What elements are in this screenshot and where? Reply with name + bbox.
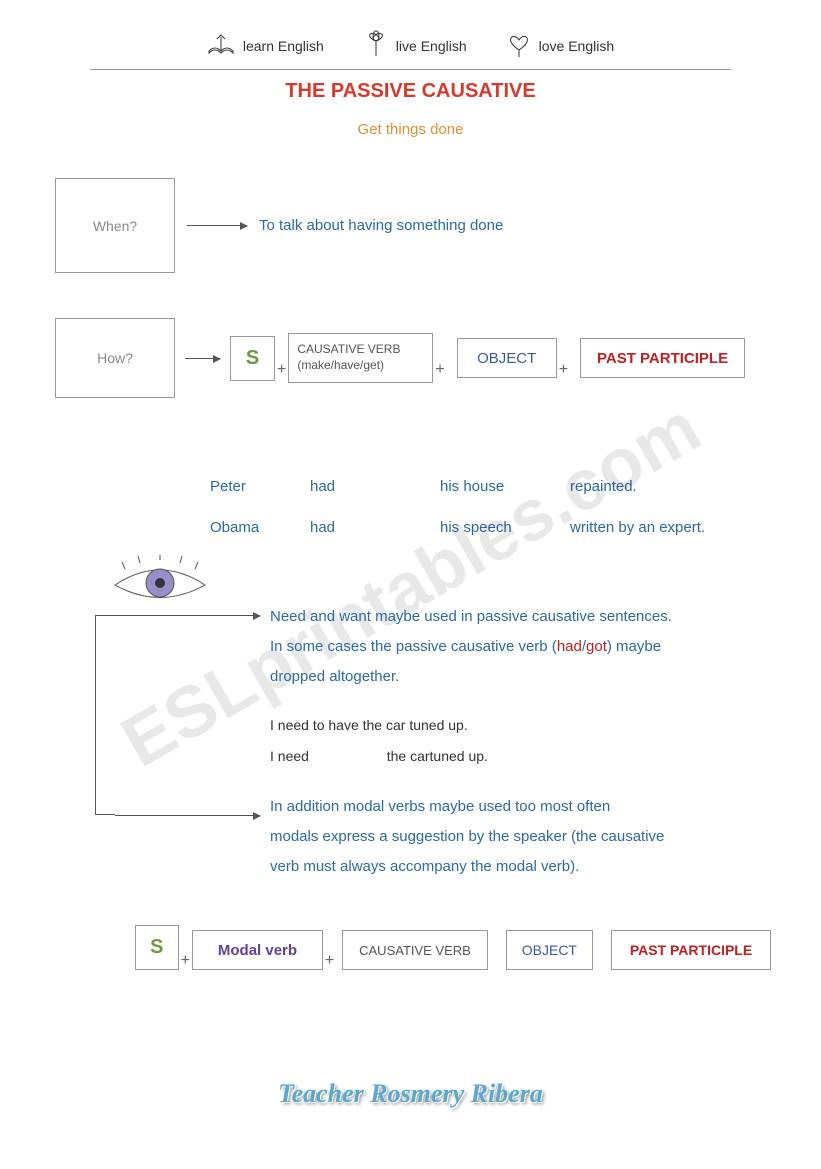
header-love: love English xyxy=(507,30,615,61)
ex-cell: his house xyxy=(440,478,540,495)
note1-line1: Need and want maybe used in passive caus… xyxy=(270,602,770,632)
when-label: When? xyxy=(93,218,137,234)
heart-icon xyxy=(507,30,531,61)
when-text: To talk about having something done xyxy=(259,217,503,234)
object-label: OBJECT xyxy=(477,350,536,367)
pp-label: PAST PARTICIPLE xyxy=(597,350,728,367)
plus-sign: + xyxy=(181,952,190,970)
note2-line3: verb must always accompany the modal ver… xyxy=(270,852,770,882)
causative-verb-box: CAUSATIVE VERB (make/have/get) xyxy=(288,333,433,383)
how-box: How? xyxy=(55,318,175,398)
book-icon xyxy=(207,33,235,58)
object-label: OBJECT xyxy=(522,942,577,958)
header-learn-label: learn English xyxy=(243,38,324,54)
plus-sign: + xyxy=(559,361,568,379)
ex-cell: his speech xyxy=(440,519,540,536)
header-learn: learn English xyxy=(207,33,324,58)
when-box: When? xyxy=(55,178,175,273)
modal-verb-box: Modal verb xyxy=(192,930,323,970)
note-2: In addition modal verbs maybe used too m… xyxy=(270,792,770,882)
notes-section: Need and want maybe used in passive caus… xyxy=(50,560,771,900)
cv-line1: CAUSATIVE VERB xyxy=(297,342,400,358)
header-row: learn English live English love English xyxy=(90,30,731,70)
arrow-icon xyxy=(187,225,247,226)
plain-examples: I need to have the car tuned up. I need … xyxy=(270,710,488,772)
example-row: Peter had his house repainted. xyxy=(210,478,771,495)
ex-cell: written by an expert. xyxy=(570,519,705,536)
subject-box: S xyxy=(135,925,179,970)
ex-cell: had xyxy=(310,519,410,536)
note1-line3: dropped altogether. xyxy=(270,662,770,692)
bracket-line xyxy=(95,615,115,815)
header-live-label: live English xyxy=(396,38,467,54)
cv-label: CAUSATIVE VERB xyxy=(359,943,471,958)
plus-sign: + xyxy=(277,361,286,379)
formula2-row: S + Modal verb + CAUSATIVE VERB OBJECT P… xyxy=(135,925,771,970)
subject-box: S xyxy=(230,336,275,381)
header-live: live English xyxy=(364,30,467,61)
plus-sign: + xyxy=(325,952,334,970)
header-love-label: love English xyxy=(539,38,615,54)
arrow-icon xyxy=(185,358,220,359)
causative-verb-box: CAUSATIVE VERB xyxy=(342,930,487,970)
ex-cell: Obama xyxy=(210,519,280,536)
ex-cell: Peter xyxy=(210,478,280,495)
plus-sign: + xyxy=(435,361,444,379)
page-title: THE PASSIVE CAUSATIVE xyxy=(50,80,771,103)
how-row: How? S + CAUSATIVE VERB (make/have/get) … xyxy=(55,318,771,398)
past-participle-box: PAST PARTICIPLE xyxy=(580,338,745,378)
note-1: Need and want maybe used in passive caus… xyxy=(270,602,770,692)
modal-label: Modal verb xyxy=(218,942,297,959)
pp-label: PAST PARTICIPLE xyxy=(630,942,752,958)
note1-line2: In some cases the passive causative verb… xyxy=(270,632,770,662)
arrow-icon xyxy=(115,815,260,816)
ex-cell: had xyxy=(310,478,410,495)
note2-line2: modals express a suggestion by the speak… xyxy=(270,822,770,852)
worksheet-page: ESLprintables.com learn English live Eng… xyxy=(0,0,821,1169)
past-participle-box: PAST PARTICIPLE xyxy=(611,930,771,970)
example-row: Obama had his speech written by an exper… xyxy=(210,519,771,536)
cv-line2: (make/have/get) xyxy=(297,358,384,374)
object-box: OBJECT xyxy=(457,338,557,378)
eye-icon xyxy=(110,555,210,610)
plain-line1: I need to have the car tuned up. xyxy=(270,710,488,741)
how-label: How? xyxy=(97,350,133,366)
object-box: OBJECT xyxy=(506,930,593,970)
subject-label: S xyxy=(246,347,259,370)
examples-block: Peter had his house repainted. Obama had… xyxy=(50,478,771,536)
flower-icon xyxy=(364,30,388,61)
author-name: Teacher Rosmery Ribera xyxy=(278,1079,543,1109)
note2-line1: In addition modal verbs maybe used too m… xyxy=(270,792,770,822)
page-subtitle: Get things done xyxy=(50,121,771,138)
arrow-icon xyxy=(115,615,260,616)
plain-line2: I need the cartuned up. xyxy=(270,741,488,772)
ex-cell: repainted. xyxy=(570,478,637,495)
subject-label: S xyxy=(150,936,163,959)
when-row: When? To talk about having something don… xyxy=(55,178,771,273)
